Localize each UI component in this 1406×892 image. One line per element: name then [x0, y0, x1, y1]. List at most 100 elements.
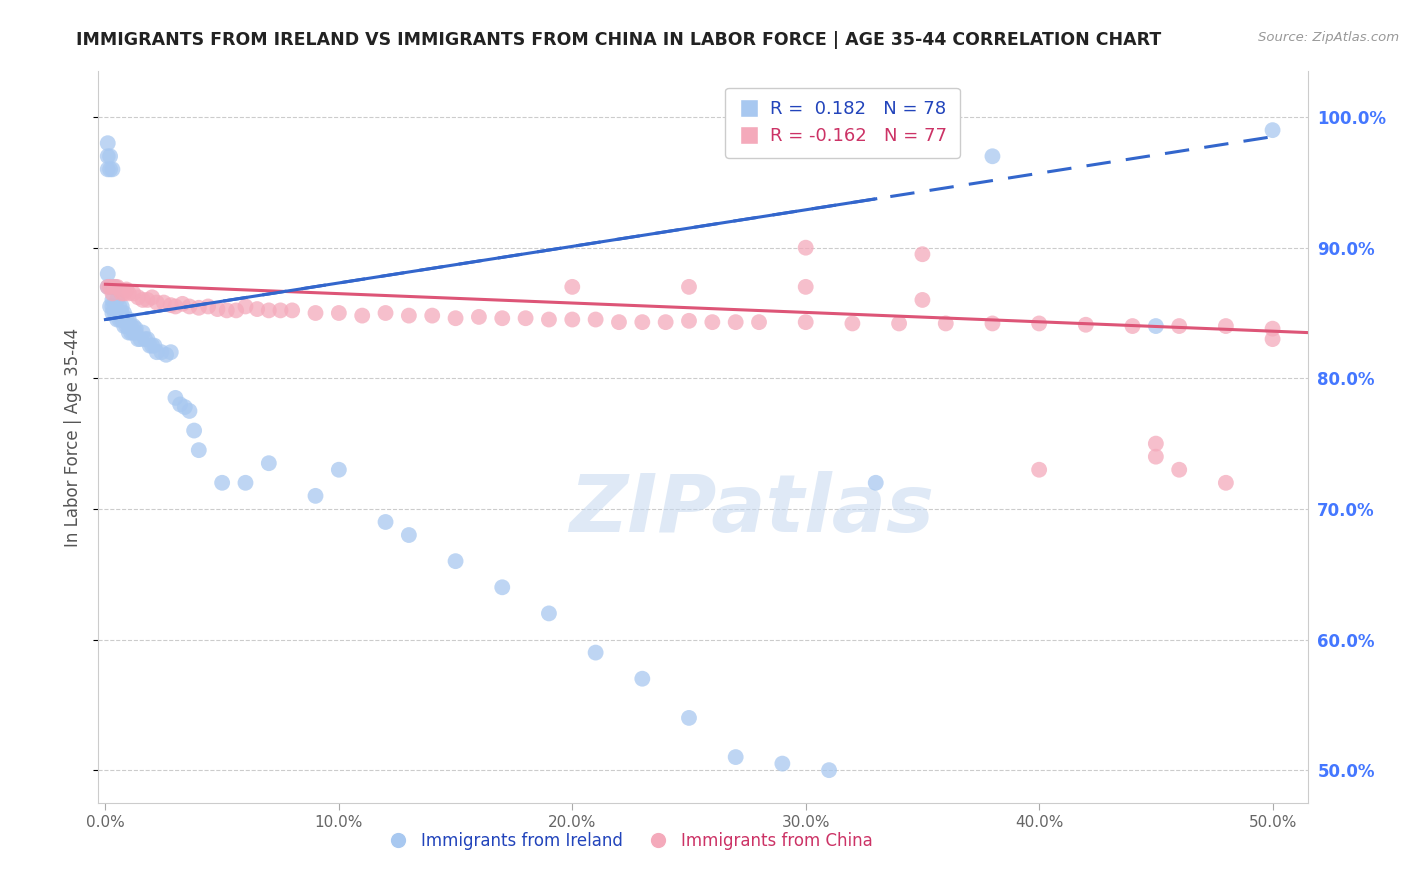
Point [105, 293, 128, 307]
Point [678, 314, 700, 328]
Point [152, 295, 174, 310]
Point [118, 319, 141, 334]
Point [150, 345, 173, 359]
Point [585, 312, 607, 326]
Point [179, 300, 201, 314]
Point [134, 332, 156, 346]
Point [97, 136, 120, 151]
Point [127, 332, 149, 346]
Point [104, 280, 127, 294]
Point [179, 404, 201, 418]
Point [794, 280, 817, 294]
Point [561, 312, 583, 326]
Point [97, 280, 120, 294]
Point [281, 303, 304, 318]
Point [112, 306, 135, 320]
Point [136, 332, 159, 346]
Point [111, 306, 134, 320]
Point [118, 326, 141, 340]
Point [1308, 323, 1330, 337]
Point [112, 286, 135, 301]
Point [108, 283, 131, 297]
Point [129, 332, 152, 346]
Point [631, 315, 654, 329]
Point [257, 456, 280, 470]
Point [97, 280, 120, 294]
Point [561, 280, 583, 294]
Text: Source: ZipAtlas.com: Source: ZipAtlas.com [1258, 31, 1399, 45]
Point [1215, 319, 1237, 334]
Point [139, 338, 162, 352]
Point [122, 319, 145, 334]
Point [104, 280, 127, 294]
Point [304, 489, 326, 503]
Point [132, 293, 155, 307]
Point [101, 280, 124, 294]
Point [141, 290, 163, 304]
Point [115, 283, 138, 297]
Point [911, 247, 934, 261]
Point [97, 267, 120, 281]
Point [165, 300, 187, 314]
Point [101, 306, 124, 320]
Point [269, 303, 291, 318]
Point [101, 286, 124, 301]
Point [1121, 319, 1143, 334]
Point [111, 300, 134, 314]
Text: IMMIGRANTS FROM IRELAND VS IMMIGRANTS FROM CHINA IN LABOR FORCE | AGE 35-44 CORR: IMMIGRANTS FROM IRELAND VS IMMIGRANTS FR… [76, 31, 1161, 49]
Point [146, 345, 169, 359]
Point [101, 293, 124, 307]
Point [887, 317, 910, 331]
Point [235, 300, 257, 314]
Point [120, 319, 142, 334]
Point [115, 312, 138, 326]
Point [911, 293, 934, 307]
Point [1144, 436, 1167, 450]
Legend: Immigrants from Ireland, Immigrants from China: Immigrants from Ireland, Immigrants from… [381, 825, 880, 856]
Point [143, 338, 166, 352]
Point [104, 300, 127, 314]
Point [173, 400, 195, 414]
Point [235, 475, 257, 490]
Point [108, 312, 131, 326]
Y-axis label: In Labor Force | Age 35-44: In Labor Force | Age 35-44 [65, 327, 83, 547]
Point [98, 162, 121, 177]
Point [122, 326, 145, 340]
Point [607, 315, 630, 329]
Point [98, 149, 121, 163]
Point [328, 463, 350, 477]
Point [165, 391, 187, 405]
Point [101, 300, 124, 314]
Point [111, 286, 134, 301]
Point [468, 310, 491, 324]
Point [98, 280, 121, 294]
Point [197, 300, 219, 314]
Point [105, 312, 128, 326]
Point [211, 475, 233, 490]
Point [122, 286, 145, 301]
Point [1168, 463, 1191, 477]
Point [444, 311, 467, 326]
Point [1168, 319, 1191, 334]
Point [1355, 317, 1378, 331]
Point [631, 672, 654, 686]
Point [207, 302, 229, 317]
Point [794, 241, 817, 255]
Point [155, 348, 177, 362]
Point [678, 280, 700, 294]
Point [865, 475, 887, 490]
Point [105, 306, 128, 320]
Point [246, 302, 269, 317]
Point [141, 338, 163, 352]
Point [748, 315, 770, 329]
Point [444, 554, 467, 568]
Point [1261, 332, 1284, 346]
Point [118, 312, 141, 326]
Point [537, 312, 560, 326]
Point [187, 443, 209, 458]
Point [818, 763, 841, 777]
Point [1074, 318, 1097, 332]
Point [169, 397, 191, 411]
Point [112, 319, 135, 334]
Point [159, 345, 181, 359]
